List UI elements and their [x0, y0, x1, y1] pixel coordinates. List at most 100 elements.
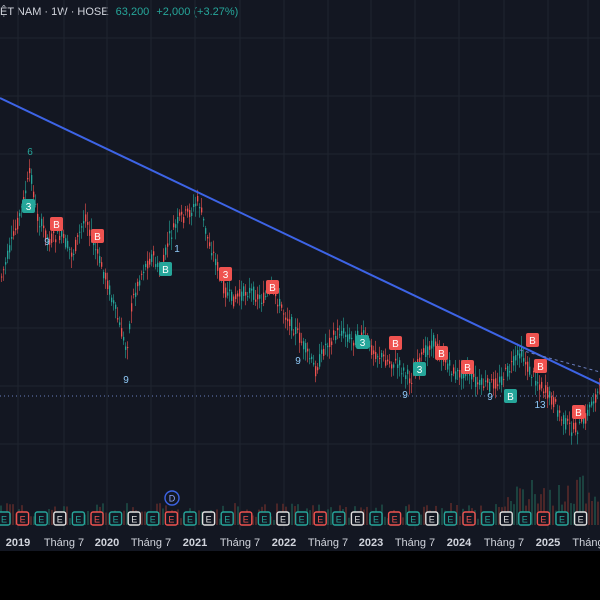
earnings-badge-label: E — [261, 515, 267, 525]
volume-bar — [126, 503, 128, 525]
candle-body — [97, 249, 99, 254]
candle-body — [277, 304, 279, 307]
candle-body — [29, 168, 31, 174]
dashed-trendline — [519, 349, 600, 373]
volume-bar — [597, 501, 599, 525]
earnings-badge-label: E — [392, 515, 398, 525]
candle-body — [545, 385, 547, 393]
candle-body — [35, 203, 37, 205]
candle-body — [395, 358, 397, 361]
candle-body — [573, 422, 575, 430]
bottom-toolbar — [0, 551, 600, 600]
volume-bar — [576, 479, 578, 525]
candle-body — [375, 351, 377, 360]
candle-body — [427, 346, 429, 356]
volume-bar — [531, 479, 533, 525]
earnings-badge-label: E — [94, 515, 100, 525]
candle-body — [185, 209, 187, 211]
candle-body — [425, 345, 427, 358]
candle-body — [61, 230, 63, 237]
candle-body — [85, 214, 87, 222]
candle-body — [143, 271, 145, 274]
earnings-badge-icon — [462, 511, 476, 526]
candle-body — [289, 319, 291, 327]
candle-body — [3, 269, 5, 271]
volume-bar — [438, 514, 440, 525]
candle-body — [53, 231, 55, 234]
signal-marker — [461, 360, 474, 374]
volume-bar — [543, 488, 545, 525]
candle-body — [523, 358, 525, 362]
signal-marker — [356, 335, 369, 349]
candle-body — [73, 253, 75, 255]
candle-body — [299, 332, 301, 343]
earnings-badge-icon — [257, 511, 272, 526]
candle-body — [41, 218, 43, 227]
candle-body — [123, 336, 125, 341]
candle-body — [435, 341, 437, 349]
earnings-badge-label: E — [522, 515, 528, 525]
candle-body — [17, 217, 19, 230]
volume-bar — [549, 489, 551, 525]
candle-body — [119, 322, 121, 325]
candle-body — [103, 272, 105, 279]
candle-body — [283, 313, 285, 315]
volume-bar — [552, 505, 554, 525]
candle-body — [127, 347, 129, 349]
candle-body — [383, 354, 385, 357]
candle-body — [55, 239, 57, 243]
earnings-badge-icon — [406, 511, 420, 526]
x-axis-tick-label: Tháng 7 — [308, 537, 348, 549]
candle-body — [505, 367, 507, 369]
candle-body — [543, 391, 545, 394]
candle-body — [493, 379, 495, 389]
volume-bar — [594, 496, 596, 525]
earnings-badge-icon — [350, 511, 365, 526]
volume-bar — [384, 516, 386, 525]
volume-bar — [567, 485, 569, 525]
volume-bar — [516, 486, 518, 525]
earnings-badge-icon — [71, 511, 86, 526]
signal-marker — [435, 346, 448, 360]
candle-body — [521, 345, 523, 357]
candle-body — [37, 213, 39, 221]
volume-bar — [219, 518, 221, 525]
volume-bar — [402, 517, 404, 525]
signal-marker-label: B — [392, 339, 399, 350]
candle-body — [1, 276, 3, 278]
candle-body — [231, 291, 233, 301]
candle-body — [217, 262, 219, 271]
volume-bar — [123, 510, 125, 525]
volume-bar — [180, 518, 182, 525]
candle-body — [339, 334, 341, 336]
volume-bar — [540, 494, 542, 525]
candle-body — [551, 396, 553, 405]
candle-body — [147, 260, 149, 269]
candle-body — [533, 370, 535, 373]
candle-body — [193, 204, 195, 208]
candle-body — [377, 356, 379, 358]
candle-body — [433, 335, 435, 347]
earnings-badge-label: E — [429, 515, 435, 525]
candle-body — [341, 330, 343, 336]
candle-body — [261, 302, 263, 304]
candle-body — [121, 328, 123, 337]
candle-body — [565, 418, 567, 430]
volume-bar — [51, 509, 53, 525]
candle-body — [333, 330, 335, 335]
candle-body — [579, 421, 581, 423]
candle-body — [39, 226, 41, 228]
candle-body — [567, 418, 569, 421]
candle-body — [449, 359, 451, 366]
candle-body — [503, 379, 505, 381]
candle-body — [569, 422, 571, 424]
symbol-label: ỆT NAM · 1W · HOSE — [0, 6, 109, 18]
candle-body — [385, 360, 387, 366]
earnings-badge-icon — [15, 511, 30, 526]
candle-body — [79, 231, 81, 233]
volume-bar — [69, 518, 71, 525]
candle-body — [7, 250, 9, 259]
candle-body — [67, 240, 69, 249]
candle-body — [167, 243, 169, 247]
